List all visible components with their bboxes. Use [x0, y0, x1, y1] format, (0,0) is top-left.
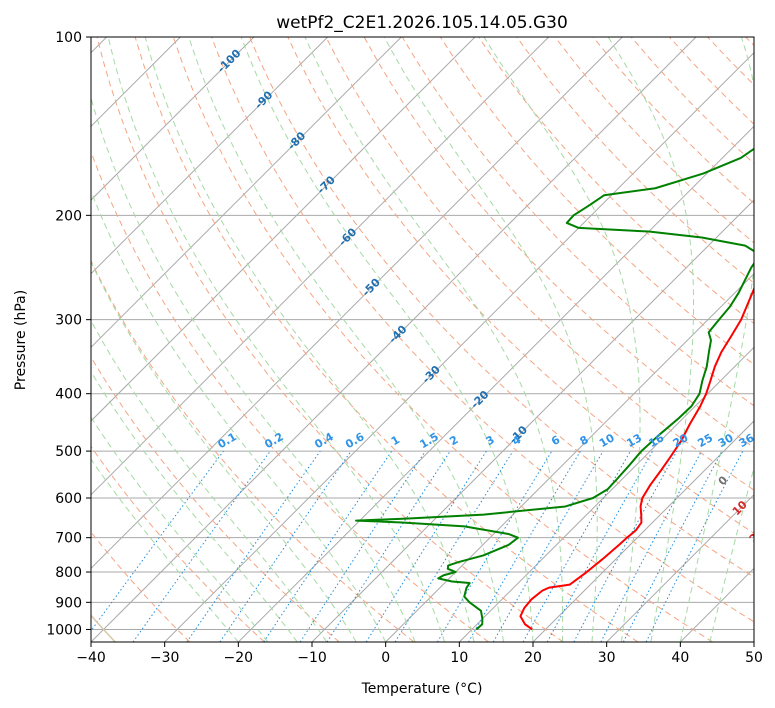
- mixing-ratio-line: [263, 450, 393, 642]
- mixing-ratio-line: [394, 450, 514, 642]
- moist-adiabat-line: [483, 37, 641, 642]
- y-axis-label: Pressure (hPa): [13, 290, 29, 390]
- moist-adiabat-line: [188, 37, 505, 642]
- moist-adiabat-line: [91, 416, 269, 642]
- x-tick-label: 30: [598, 650, 616, 666]
- x-tick-label: 10: [450, 650, 468, 666]
- mixing-ratio-lines: [91, 450, 744, 642]
- dry-adiabat-line: [211, 37, 754, 623]
- dry-adiabat-line: [516, 37, 754, 284]
- dry-adiabat-line: [91, 356, 340, 642]
- y-tick-label: 900: [55, 595, 82, 611]
- moist-adiabat-line: [91, 370, 298, 642]
- x-axis-ticks: −40 −30 −20 −10 0 10 20 30 40 50: [76, 642, 763, 666]
- mixing-ratio-line: [132, 450, 271, 642]
- x-tick-label: −10: [297, 650, 327, 666]
- x-tick-label: −30: [150, 650, 180, 666]
- dry-adiabat-line: [91, 445, 265, 642]
- isotherm-line: [385, 272, 754, 642]
- plot-frame: [90, 36, 755, 643]
- mixing-ratio-line: [326, 450, 451, 642]
- x-tick-label: 0: [381, 650, 390, 666]
- isotherm-line: [91, 37, 402, 349]
- dry-adiabats: [91, 37, 754, 642]
- pressure-grid: [91, 37, 754, 630]
- moist-adiabat-line: [91, 319, 328, 642]
- dry-adiabat-line: [287, 37, 754, 534]
- dry-adiabat-line: [96, 37, 564, 642]
- moist-adiabat-line: [91, 96, 416, 642]
- y-tick-label: 200: [55, 208, 82, 224]
- mixing-ratio-line: [573, 450, 678, 642]
- isotherm-line: [91, 37, 255, 201]
- isotherm-line: [91, 37, 476, 422]
- isotherm-line: [606, 493, 754, 642]
- y-tick-label: 300: [55, 313, 82, 329]
- dry-adiabat-line: [325, 37, 754, 491]
- isotherm-line: [91, 37, 329, 275]
- y-tick-label: 600: [55, 491, 82, 507]
- moist-adiabat-line: [107, 37, 446, 642]
- moist-adiabat-line: [679, 37, 754, 642]
- series-line-0: [519, 286, 754, 631]
- moist-adiabat-line: [91, 458, 239, 642]
- y-tick-label: 800: [55, 565, 82, 581]
- mixing-ratio-line: [186, 450, 321, 642]
- x-tick-label: −20: [224, 650, 254, 666]
- isotherm-line: [91, 37, 623, 570]
- dry-adiabat-line: [172, 37, 713, 642]
- mixing-ratio-line: [645, 450, 744, 642]
- dry-adiabat-line: [91, 259, 415, 642]
- y-axis-ticks: 100 200 300 400 500 600 700 800 900 1000: [46, 30, 91, 638]
- series-line-1: [355, 147, 754, 631]
- mixing-ratio-line: [219, 450, 352, 642]
- mixing-ratio-line: [299, 450, 426, 642]
- moist-adiabat-line: [144, 37, 475, 642]
- isotherm-line: [164, 51, 754, 642]
- plot-area: -100-90-80-70-60-50-40-30-20-100.1 0.2 0.4…: [91, 37, 767, 642]
- x-tick-label: −40: [76, 650, 106, 666]
- isotherm-line: [91, 37, 697, 642]
- dry-adiabat-line: [134, 37, 639, 642]
- moist-adiabat-line: [383, 37, 598, 642]
- moist-adiabat-line: [91, 260, 357, 642]
- x-axis-label: Temperature (°C): [361, 681, 483, 697]
- y-tick-label: 400: [55, 387, 82, 403]
- isotherm-line: [91, 37, 550, 496]
- x-tick-label: 40: [671, 650, 689, 666]
- x-tick-label: 50: [745, 650, 763, 666]
- isotherms: [91, 37, 754, 642]
- chart-title: wetPf2_C2E1.2026.105.14.05.G30: [276, 13, 568, 33]
- mixing-ratio-line: [91, 450, 224, 632]
- moist-adiabat-line: [304, 37, 564, 642]
- moist-adiabat-label: 20: [747, 525, 767, 545]
- mixing-ratio-line: [522, 450, 631, 642]
- mixing-ratio-label: 36: [737, 431, 757, 450]
- y-tick-label: 1000: [46, 622, 82, 638]
- data-series: [355, 147, 754, 631]
- y-tick-label: 100: [55, 30, 82, 46]
- moist-adiabat-line: [607, 37, 695, 642]
- y-tick-label: 500: [55, 444, 82, 460]
- moist-adiabat-line: [91, 189, 387, 642]
- isotherm-line: [237, 125, 754, 642]
- mixing-ratio-line: [546, 450, 654, 642]
- y-tick-label: 700: [55, 531, 82, 547]
- moist-adiabat-line: [709, 465, 754, 642]
- dry-adiabat-line: [249, 37, 754, 578]
- x-tick-label: 20: [524, 650, 542, 666]
- isotherm-line: [458, 346, 754, 642]
- isotherm-line: [532, 420, 754, 642]
